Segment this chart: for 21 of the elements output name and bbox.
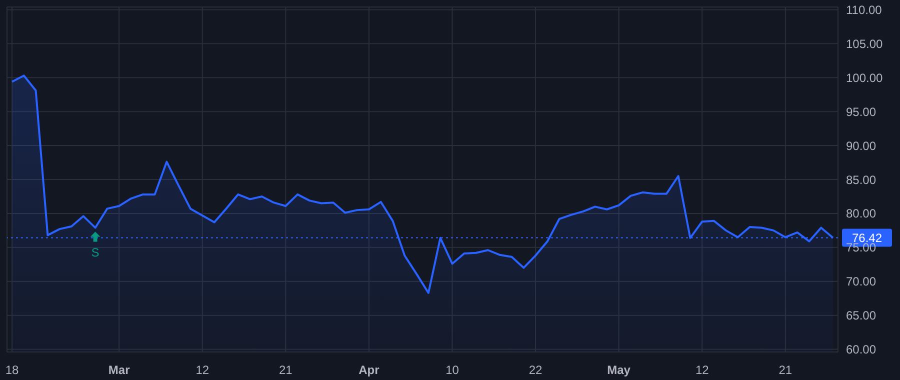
x-tick-label: 18 (5, 363, 19, 377)
x-tick-label: Apr (358, 363, 380, 377)
y-tick-label: 60.00 (846, 342, 876, 357)
y-tick-label: 65.00 (846, 308, 876, 323)
x-tick-label: 21 (278, 363, 293, 377)
y-tick-label: 85.00 (846, 172, 876, 187)
y-tick-label: 80.00 (846, 206, 876, 221)
y-tick-label: 95.00 (846, 104, 876, 119)
x-tick-label: 22 (528, 363, 543, 377)
x-tick-label: Mar (108, 363, 130, 377)
annotation: S (91, 246, 100, 260)
x-tick-label: 10 (446, 363, 460, 377)
x-tick-label: 12 (695, 363, 710, 377)
y-tick-label: 110.00 (846, 2, 882, 17)
y-tick-label: 90.00 (846, 138, 876, 153)
x-tick-label: 12 (196, 363, 210, 377)
x-tick-label: May (607, 363, 631, 377)
y-tick-label: 70.00 (846, 274, 876, 289)
y-tick-label: 100.00 (846, 70, 884, 85)
x-tick-label: 21 (778, 363, 792, 377)
y-tick-label: 105.00 (846, 36, 884, 51)
